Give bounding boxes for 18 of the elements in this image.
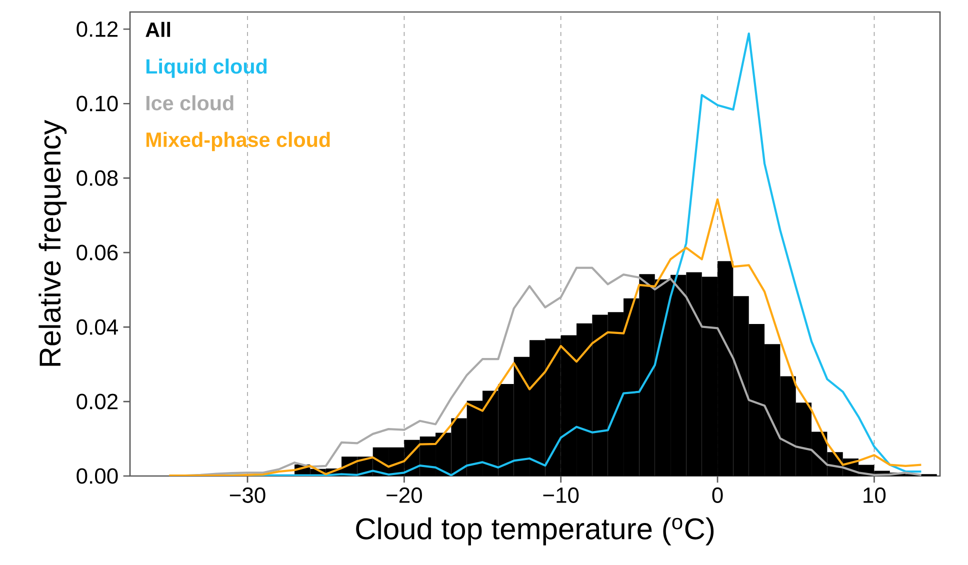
x-tick-label: −30 bbox=[230, 487, 266, 503]
x-tick-label: 10 bbox=[864, 487, 886, 503]
x-tick-label: −20 bbox=[386, 487, 422, 503]
y-tick-label: 0.06 bbox=[76, 244, 118, 260]
y-tick-label: 0.08 bbox=[76, 170, 118, 186]
y-tick-label: 0.00 bbox=[76, 468, 118, 484]
y-tick-label: 0.02 bbox=[76, 394, 118, 410]
text: Ice cloud bbox=[146, 95, 234, 110]
y-tick-label: 0.12 bbox=[76, 21, 118, 37]
y-axis-title: Relative frequency bbox=[38, 120, 67, 366]
y-tick-label: 0.10 bbox=[76, 96, 118, 112]
x-tick-label: 0 bbox=[712, 487, 723, 503]
x-axis-title: Cloud top temperature ($^{o}$C) bbox=[356, 517, 714, 546]
text: Liquid cloud bbox=[146, 58, 267, 78]
y-tick-label: 0.04 bbox=[76, 319, 118, 335]
text: All bbox=[146, 22, 170, 37]
text: Mixed-phase cloud bbox=[146, 132, 330, 152]
x-tick-label: −10 bbox=[543, 487, 579, 503]
